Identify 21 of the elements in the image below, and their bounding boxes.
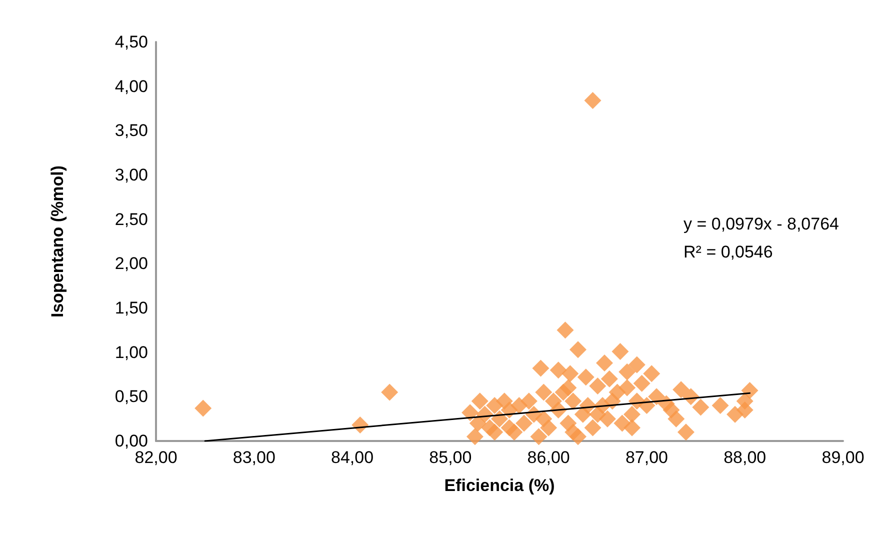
x-tick-label: 89,00 [822, 448, 864, 467]
x-tick-label: 85,00 [429, 448, 472, 467]
x-axis-title: Eficiencia (%) [444, 476, 555, 495]
y-axis-title: Isopentano (%mol) [48, 165, 67, 318]
y-tick-label: 2,50 [114, 210, 148, 229]
x-tick-label: 86,00 [527, 448, 570, 467]
y-tick-label: 1,00 [114, 342, 148, 362]
x-tick-label: 84,00 [331, 448, 374, 467]
annotation: y = 0,0979x - 8,0764 R² = 0,0546 [684, 214, 840, 262]
y-tick-label: 4,00 [114, 76, 148, 96]
x-tick-label: 82,00 [134, 448, 178, 467]
y-tick-label: 1,50 [114, 298, 148, 318]
x-tick-label: 88,00 [724, 448, 766, 467]
y-tick-label: 0,00 [114, 432, 148, 450]
y-tick-label: 4,50 [114, 32, 148, 52]
y-tick-label: 3,50 [114, 121, 148, 140]
y-tick-label: 3,00 [114, 166, 148, 184]
y-tick-label: 0,50 [114, 387, 148, 406]
x-tick-label: 83,00 [232, 448, 276, 467]
y-tick-label: 2,00 [114, 254, 148, 274]
x-tick-label: 87,00 [625, 448, 668, 467]
